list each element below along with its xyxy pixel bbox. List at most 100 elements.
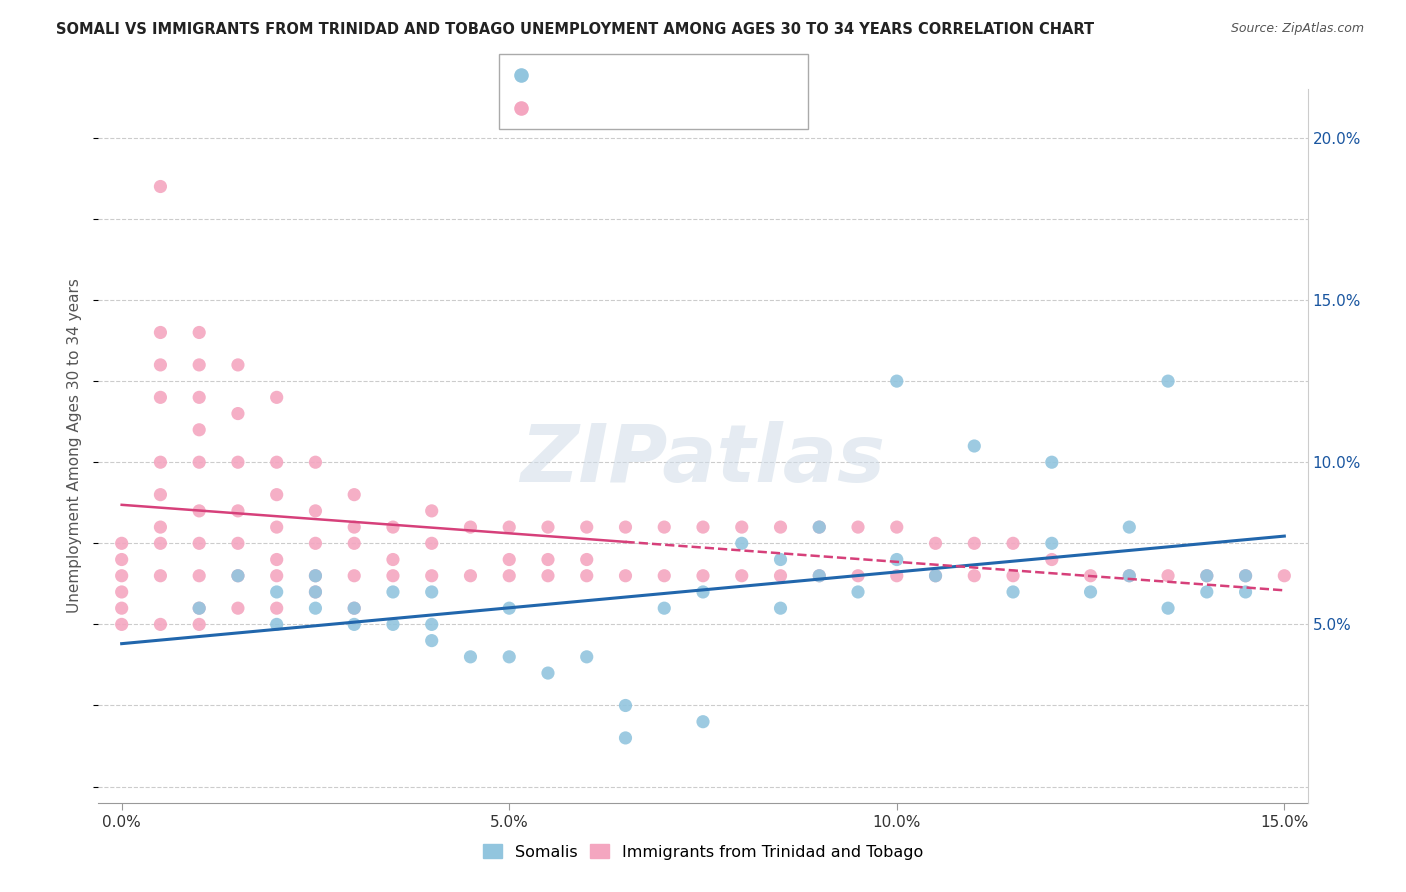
Point [498, 649, 520, 664]
Point [1195, 568, 1218, 582]
Point [846, 585, 869, 599]
Point [188, 601, 211, 615]
Point [149, 520, 172, 534]
Point [652, 601, 675, 615]
Point [188, 358, 211, 372]
Point [381, 585, 404, 599]
Point [886, 568, 908, 582]
Point [692, 585, 714, 599]
Point [614, 698, 637, 713]
Point [343, 617, 366, 632]
Point [846, 520, 869, 534]
Point [149, 326, 172, 340]
Point [614, 731, 637, 745]
Point [1157, 568, 1180, 582]
Point [343, 601, 366, 615]
Point [266, 601, 288, 615]
Point [381, 617, 404, 632]
Point [963, 536, 986, 550]
Point [304, 601, 326, 615]
Point [808, 520, 831, 534]
Point [149, 358, 172, 372]
Point [188, 455, 211, 469]
Text: R = 0.433: R = 0.433 [548, 67, 631, 82]
Point [575, 520, 598, 534]
Point [1118, 568, 1140, 582]
Point [304, 585, 326, 599]
Point [509, 101, 531, 115]
Point [808, 568, 831, 582]
Point [111, 536, 134, 550]
Point [111, 601, 134, 615]
Point [304, 568, 326, 582]
Point [731, 568, 754, 582]
Point [188, 617, 211, 632]
Point [1080, 568, 1102, 582]
Text: Source: ZipAtlas.com: Source: ZipAtlas.com [1230, 22, 1364, 36]
Point [692, 568, 714, 582]
Point [226, 358, 249, 372]
Point [1118, 520, 1140, 534]
Point [1195, 585, 1218, 599]
Point [343, 601, 366, 615]
Point [149, 455, 172, 469]
Point [1195, 568, 1218, 582]
Point [924, 536, 946, 550]
Point [149, 390, 172, 404]
Point [924, 568, 946, 582]
Point [575, 649, 598, 664]
Point [498, 520, 520, 534]
Text: N = 46: N = 46 [690, 67, 748, 82]
Point [188, 601, 211, 615]
Point [381, 552, 404, 566]
Text: N = 96: N = 96 [690, 101, 748, 116]
Point [537, 666, 560, 681]
Point [304, 585, 326, 599]
Point [731, 536, 754, 550]
Point [460, 568, 482, 582]
Point [188, 423, 211, 437]
Point [304, 568, 326, 582]
Point [266, 390, 288, 404]
Point [769, 601, 792, 615]
Point [1040, 536, 1063, 550]
Point [420, 568, 443, 582]
Point [498, 568, 520, 582]
Point [111, 552, 134, 566]
Point [343, 568, 366, 582]
Point [420, 585, 443, 599]
Point [188, 326, 211, 340]
Point [460, 520, 482, 534]
Point [111, 617, 134, 632]
Point [924, 568, 946, 582]
Point [304, 504, 326, 518]
Point [808, 520, 831, 534]
Point [1080, 585, 1102, 599]
Point [343, 488, 366, 502]
Point [963, 568, 986, 582]
Point [266, 585, 288, 599]
Point [498, 552, 520, 566]
Point [769, 552, 792, 566]
Point [111, 585, 134, 599]
Point [1234, 568, 1257, 582]
Point [846, 568, 869, 582]
FancyBboxPatch shape [499, 54, 808, 129]
Point [420, 504, 443, 518]
Y-axis label: Unemployment Among Ages 30 to 34 years: Unemployment Among Ages 30 to 34 years [67, 278, 83, 614]
Point [149, 568, 172, 582]
Point [226, 568, 249, 582]
Text: R = 0.073: R = 0.073 [548, 101, 631, 116]
Point [692, 520, 714, 534]
Point [381, 520, 404, 534]
Point [226, 601, 249, 615]
Point [226, 568, 249, 582]
Point [575, 552, 598, 566]
Point [537, 552, 560, 566]
Point [1002, 568, 1025, 582]
Point [343, 536, 366, 550]
Point [1002, 536, 1025, 550]
Point [614, 568, 637, 582]
Point [1040, 552, 1063, 566]
Point [226, 504, 249, 518]
